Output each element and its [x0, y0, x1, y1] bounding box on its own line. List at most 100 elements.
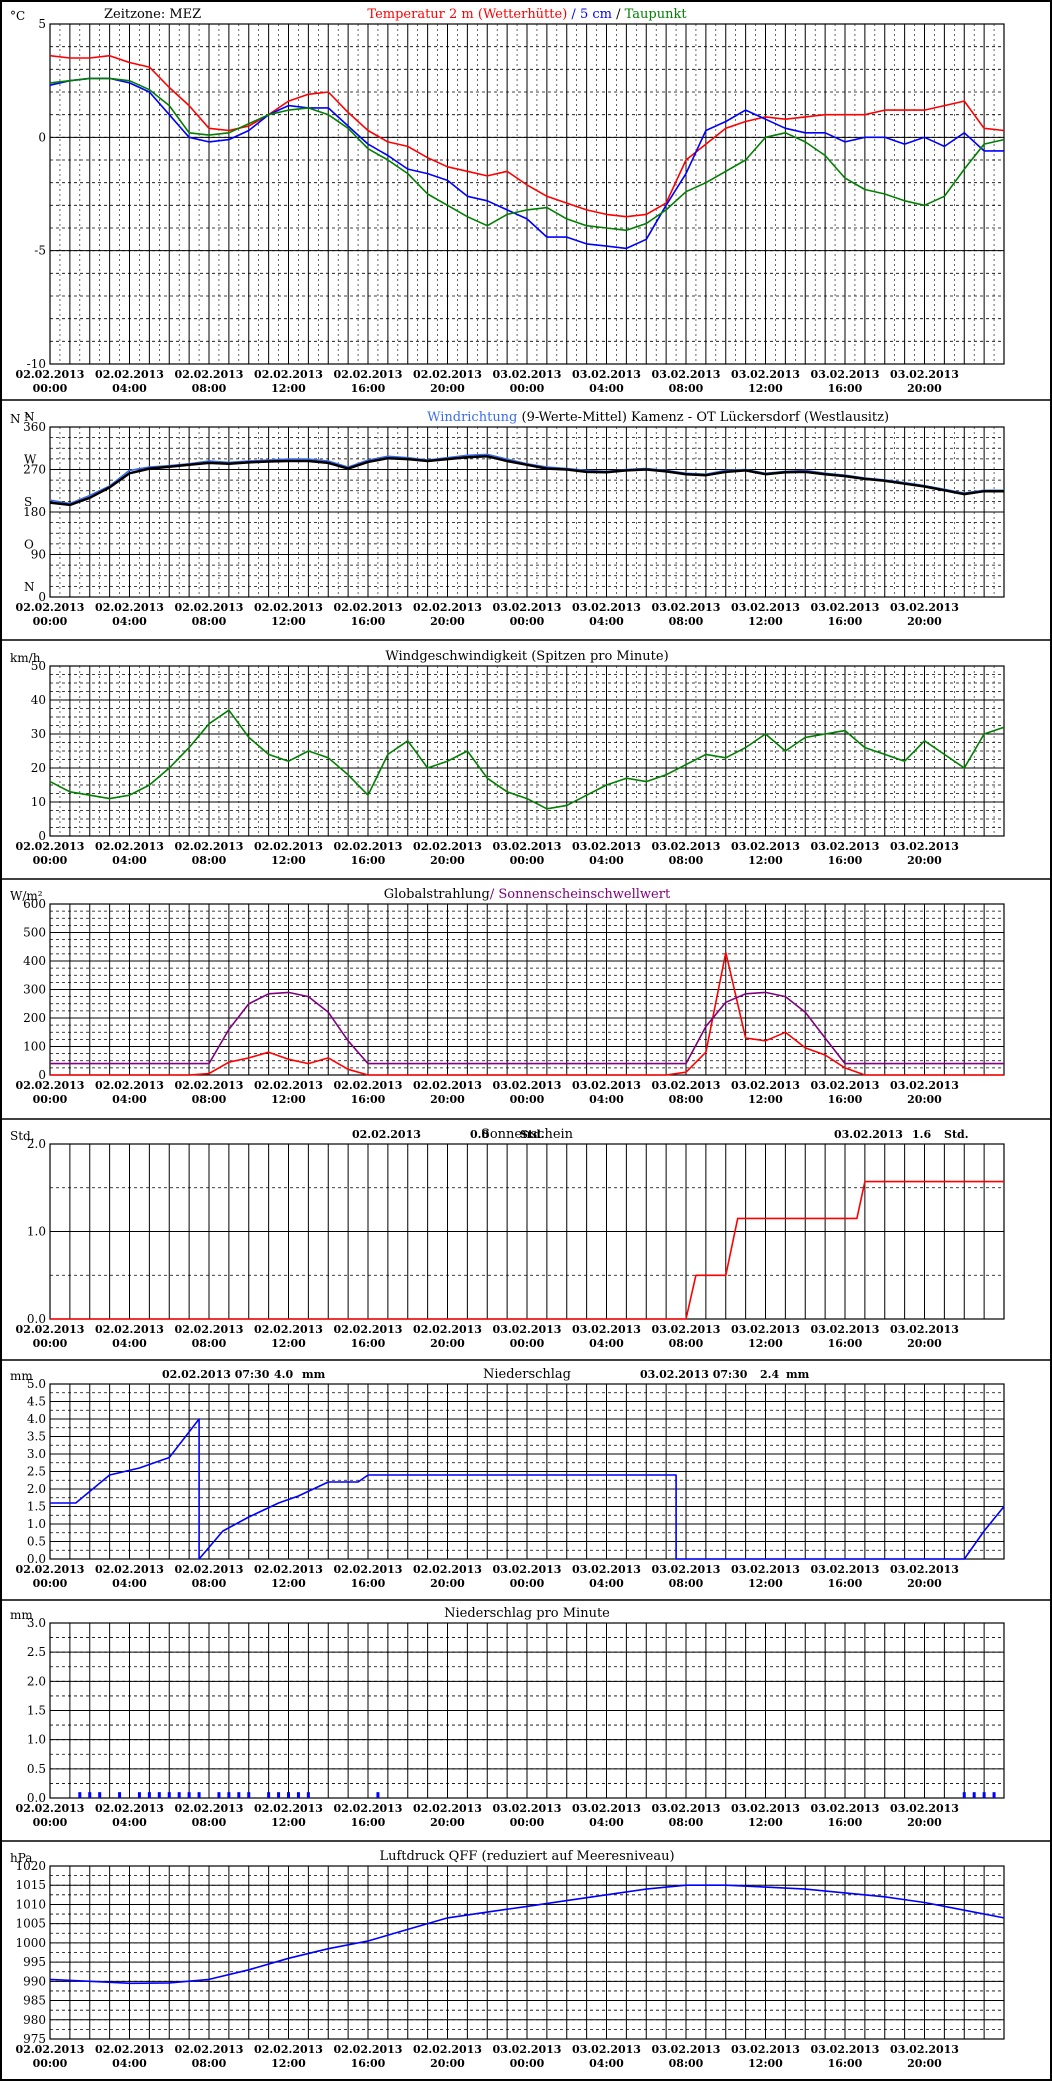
precip-minute-bar: [277, 1792, 281, 1798]
x-tick-date: 02.02.2013: [413, 1323, 482, 1336]
unit-label: mm: [10, 1608, 33, 1622]
precip-minute-bar: [118, 1792, 122, 1798]
x-tick-date: 03.02.2013: [652, 601, 721, 614]
precip-minute-bar: [157, 1792, 161, 1798]
x-tick-date: 03.02.2013: [890, 1323, 959, 1336]
x-tick-time: 16:00: [351, 1816, 386, 1829]
y-tick-label: 1.5: [27, 1500, 46, 1514]
x-tick-date: 02.02.2013: [95, 1323, 164, 1336]
y-tick-label: 30: [31, 727, 46, 741]
x-tick-date: 03.02.2013: [890, 2043, 959, 2056]
y-tick-label: 2.5: [27, 1645, 46, 1659]
x-tick-date: 02.02.2013: [413, 1079, 482, 1092]
y-tick-label: 5: [38, 17, 46, 31]
x-tick-time: 16:00: [828, 615, 863, 628]
x-tick-time: 20:00: [907, 1337, 942, 1350]
x-tick-time: 20:00: [907, 1093, 942, 1106]
x-tick-date: 02.02.2013: [175, 1323, 244, 1336]
day-total-date: 02.02.2013 07:30: [162, 1368, 270, 1381]
y-tick-label: 4.5: [27, 1395, 46, 1409]
y-tick-label: -10: [27, 357, 46, 371]
precip-minute-bar: [962, 1792, 966, 1798]
day-total-unit: mm: [786, 1368, 810, 1381]
x-tick-time: 12:00: [271, 1337, 306, 1350]
x-tick-time: 04:00: [112, 1337, 147, 1350]
x-tick-time: 00:00: [510, 382, 545, 395]
x-tick-date: 02.02.2013: [334, 2043, 403, 2056]
x-tick-time: 12:00: [271, 1093, 306, 1106]
x-tick-time: 12:00: [748, 2057, 783, 2070]
x-tick-date: 02.02.2013: [175, 1563, 244, 1576]
x-tick-date: 02.02.2013: [254, 840, 323, 853]
chart-title: Niederschlag pro Minute: [444, 1606, 610, 1621]
x-tick-date: 02.02.2013: [175, 2043, 244, 2056]
x-tick-time: 00:00: [510, 615, 545, 628]
compass-label: W: [24, 453, 37, 467]
plot-border: [49, 23, 1005, 365]
x-tick-time: 08:00: [192, 1093, 227, 1106]
chart-title: Globalstrahlung/ Sonnenscheinschwellwert: [384, 887, 671, 902]
x-tick-date: 03.02.2013: [493, 1323, 562, 1336]
y-tick-label: 270: [23, 463, 46, 477]
x-tick-date: 02.02.2013: [413, 1563, 482, 1576]
x-tick-date: 03.02.2013: [493, 840, 562, 853]
x-tick-time: 04:00: [589, 1816, 624, 1829]
y-tick-label: 2.0: [27, 1137, 46, 1151]
y-tick-label: 40: [31, 693, 46, 707]
y-tick-label: 1010: [15, 1897, 46, 1911]
x-tick-time: 12:00: [271, 1816, 306, 1829]
y-tick-label: 2.0: [27, 1482, 46, 1496]
chart-title-part: Luftdruck QFF (reduziert auf Meeresnivea…: [379, 1849, 674, 1864]
x-tick-time: 12:00: [748, 854, 783, 867]
x-tick-date: 02.02.2013: [413, 368, 482, 381]
y-tick-label: 0.0: [27, 1791, 46, 1805]
day-total-date: 03.02.2013: [834, 1128, 903, 1141]
x-tick-date: 02.02.2013: [334, 601, 403, 614]
series-line-2: [50, 991, 1004, 1065]
x-tick-time: 04:00: [589, 2057, 624, 2070]
y-tick-label: 10: [31, 795, 46, 809]
x-tick-time: 04:00: [589, 615, 624, 628]
x-tick-date: 03.02.2013: [890, 368, 959, 381]
x-tick-date: 03.02.2013: [652, 368, 721, 381]
x-tick-time: 00:00: [510, 2057, 545, 2070]
y-tick-label: 400: [23, 954, 46, 968]
plot-border: [49, 426, 1005, 598]
y-tick-label: 3.5: [27, 1430, 46, 1444]
y-tick-label: 995: [23, 1955, 46, 1969]
x-tick-date: 03.02.2013: [572, 601, 641, 614]
x-tick-time: 00:00: [33, 2057, 68, 2070]
x-tick-date: 03.02.2013: [811, 1079, 880, 1092]
x-tick-time: 16:00: [828, 1093, 863, 1106]
chart-title-part: Windgeschwindigkeit (Spitzen pro Minute): [385, 649, 668, 664]
x-tick-time: 16:00: [828, 854, 863, 867]
plot-border: [49, 1865, 1005, 2040]
chart-title: Windgeschwindigkeit (Spitzen pro Minute): [385, 649, 668, 664]
x-tick-date: 02.02.2013: [16, 2043, 85, 2056]
x-tick-date: 03.02.2013: [731, 1079, 800, 1092]
x-tick-time: 20:00: [907, 1816, 942, 1829]
chart-title: Temperatur 2 m (Wetterhütte) / 5 cm / Ta…: [367, 7, 687, 22]
x-tick-time: 16:00: [828, 382, 863, 395]
precip-minute-bar: [287, 1792, 290, 1798]
compass-label: N: [24, 410, 35, 424]
plot-border: [49, 665, 1005, 837]
y-tick-label: 90: [31, 548, 46, 562]
x-tick-time: 12:00: [748, 1816, 783, 1829]
x-tick-time: 20:00: [430, 1337, 465, 1350]
chart-title-part: Temperatur 2 m (Wetterhütte): [367, 7, 567, 22]
x-tick-time: 00:00: [33, 1577, 68, 1590]
x-tick-date: 03.02.2013: [652, 2043, 721, 2056]
x-tick-date: 02.02.2013: [413, 1802, 482, 1815]
x-tick-time: 08:00: [669, 1816, 704, 1829]
compass-label: O: [24, 538, 34, 552]
unit-label: mm: [10, 1369, 33, 1383]
x-tick-date: 02.02.2013: [95, 1563, 164, 1576]
x-tick-time: 00:00: [33, 1816, 68, 1829]
chart-title: Luftdruck QFF (reduziert auf Meeresnivea…: [379, 1849, 674, 1864]
x-tick-date: 03.02.2013: [731, 368, 800, 381]
x-tick-time: 08:00: [669, 1577, 704, 1590]
